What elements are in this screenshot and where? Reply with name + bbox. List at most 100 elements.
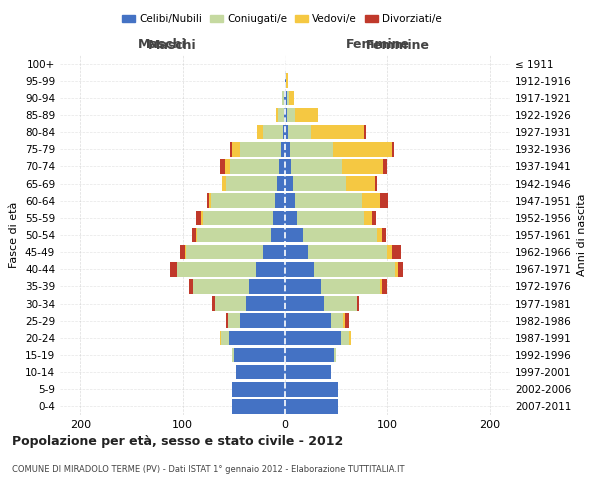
Bar xyxy=(273,210,285,225)
Bar xyxy=(285,125,288,140)
Bar xyxy=(382,228,386,242)
Bar xyxy=(362,194,380,208)
Bar xyxy=(230,159,279,174)
Bar xyxy=(240,314,285,328)
Bar xyxy=(285,262,314,276)
Bar xyxy=(364,210,372,225)
Bar xyxy=(226,176,277,191)
Bar xyxy=(281,142,285,156)
Bar xyxy=(193,279,249,293)
Bar xyxy=(285,330,341,345)
Bar xyxy=(343,314,346,328)
Bar xyxy=(282,90,284,105)
Bar xyxy=(286,74,288,88)
Bar xyxy=(289,90,294,105)
Text: Maschi: Maschi xyxy=(148,38,197,52)
Legend: Celibi/Nubili, Coniugati/e, Vedovi/e, Divorziati/e: Celibi/Nubili, Coniugati/e, Vedovi/e, Di… xyxy=(118,10,446,29)
Bar xyxy=(285,279,321,293)
Bar xyxy=(314,262,395,276)
Bar xyxy=(285,194,295,208)
Bar xyxy=(346,314,349,328)
Bar xyxy=(232,348,234,362)
Bar xyxy=(170,262,176,276)
Bar xyxy=(372,210,376,225)
Bar xyxy=(395,262,398,276)
Bar xyxy=(392,245,401,260)
Bar xyxy=(308,245,387,260)
Bar xyxy=(311,125,364,140)
Bar xyxy=(228,314,240,328)
Bar xyxy=(295,194,362,208)
Bar xyxy=(203,210,273,225)
Bar xyxy=(196,210,201,225)
Bar xyxy=(290,142,333,156)
Bar xyxy=(284,90,285,105)
Bar xyxy=(346,176,375,191)
Bar xyxy=(291,159,342,174)
Bar xyxy=(277,176,285,191)
Bar xyxy=(285,108,287,122)
Bar xyxy=(275,194,285,208)
Bar xyxy=(285,142,290,156)
Bar xyxy=(207,194,209,208)
Text: Maschi: Maschi xyxy=(137,38,187,51)
Bar xyxy=(285,74,286,88)
Bar xyxy=(398,262,403,276)
Bar xyxy=(285,296,324,311)
Text: Femmine: Femmine xyxy=(365,38,430,52)
Bar xyxy=(288,125,311,140)
Bar xyxy=(295,108,318,122)
Bar xyxy=(283,125,285,140)
Bar xyxy=(380,279,382,293)
Bar xyxy=(179,245,185,260)
Bar xyxy=(256,262,285,276)
Bar xyxy=(297,210,364,225)
Bar xyxy=(186,245,263,260)
Bar xyxy=(287,108,295,122)
Bar xyxy=(285,90,287,105)
Bar xyxy=(342,159,383,174)
Text: Femmine: Femmine xyxy=(346,38,410,51)
Bar xyxy=(382,279,387,293)
Bar xyxy=(285,314,331,328)
Bar xyxy=(232,382,285,396)
Bar xyxy=(287,90,289,105)
Bar xyxy=(230,142,232,156)
Bar xyxy=(232,142,240,156)
Bar xyxy=(192,228,196,242)
Bar xyxy=(229,330,285,345)
Bar xyxy=(278,108,284,122)
Y-axis label: Fasce di età: Fasce di età xyxy=(10,202,19,268)
Bar xyxy=(364,125,366,140)
Bar xyxy=(321,279,380,293)
Bar xyxy=(284,108,285,122)
Bar xyxy=(220,159,224,174)
Bar xyxy=(226,314,228,328)
Bar xyxy=(209,194,211,208)
Bar xyxy=(387,245,392,260)
Bar xyxy=(341,330,349,345)
Bar xyxy=(349,330,352,345)
Bar xyxy=(257,125,263,140)
Bar xyxy=(285,159,291,174)
Bar xyxy=(383,159,387,174)
Bar xyxy=(232,399,285,413)
Bar xyxy=(279,159,285,174)
Bar xyxy=(375,176,377,191)
Bar xyxy=(211,194,275,208)
Bar xyxy=(197,228,271,242)
Bar xyxy=(201,210,203,225)
Text: COMUNE DI MIRADOLO TERME (PV) - Dati ISTAT 1° gennaio 2012 - Elaborazione TUTTIT: COMUNE DI MIRADOLO TERME (PV) - Dati IST… xyxy=(12,465,404,474)
Bar xyxy=(176,262,256,276)
Bar xyxy=(276,108,278,122)
Bar xyxy=(356,296,359,311)
Bar xyxy=(377,228,382,242)
Bar xyxy=(285,365,331,380)
Bar xyxy=(263,125,283,140)
Bar xyxy=(293,176,346,191)
Bar xyxy=(221,330,229,345)
Bar xyxy=(246,296,285,311)
Bar xyxy=(380,194,388,208)
Bar xyxy=(212,296,215,311)
Bar xyxy=(236,365,285,380)
